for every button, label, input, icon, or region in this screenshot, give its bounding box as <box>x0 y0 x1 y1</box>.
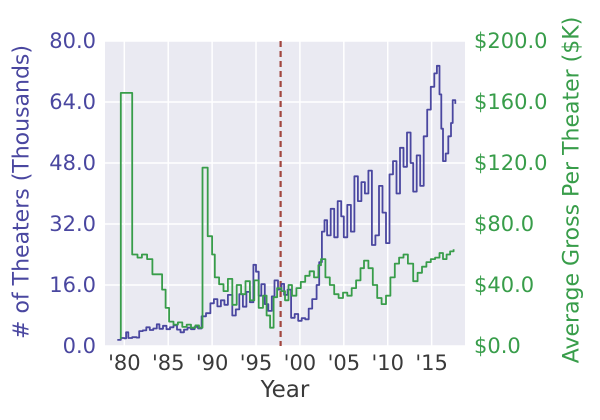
left-axis-tick-label: 48.0 <box>49 151 96 175</box>
x-axis-tick-label: '80 <box>108 351 141 375</box>
right-axis-tick-label: $160.0 <box>474 90 548 114</box>
x-axis-title: Year <box>260 377 310 403</box>
plot-area <box>105 41 465 346</box>
left-axis-tick-label: 16.0 <box>49 273 96 297</box>
x-axis-tick-label: '95 <box>239 351 273 375</box>
left-axis-tick-label: 0.0 <box>62 334 96 358</box>
x-axis-tick-label: '00 <box>283 351 317 375</box>
x-axis-tick-label: '05 <box>327 351 361 375</box>
left-axis-title: # of Theaters (Thousands) <box>9 45 35 339</box>
right-axis-title: Average Gross Per Theater ($K) <box>559 16 585 364</box>
left-axis-tick-label: 64.0 <box>49 90 96 114</box>
plot-canvas <box>105 41 465 346</box>
right-axis-tick-label: $120.0 <box>474 151 548 175</box>
right-axis-tick-label: $200.0 <box>474 29 548 53</box>
x-axis-tick-label: '90 <box>195 351 229 375</box>
x-axis-tick-label: '15 <box>415 351 448 375</box>
left-axis-tick-label: 32.0 <box>49 212 96 236</box>
left-axis-tick-label: 80.0 <box>49 29 96 53</box>
series-line-avg-gross <box>119 92 455 340</box>
right-axis-tick-label: $40.0 <box>474 273 535 297</box>
x-axis-tick-label: '10 <box>371 351 404 375</box>
right-axis-tick-label: $80.0 <box>474 212 535 236</box>
right-axis-tick-label: $0.0 <box>474 334 521 358</box>
x-axis-tick-label: '85 <box>151 351 185 375</box>
